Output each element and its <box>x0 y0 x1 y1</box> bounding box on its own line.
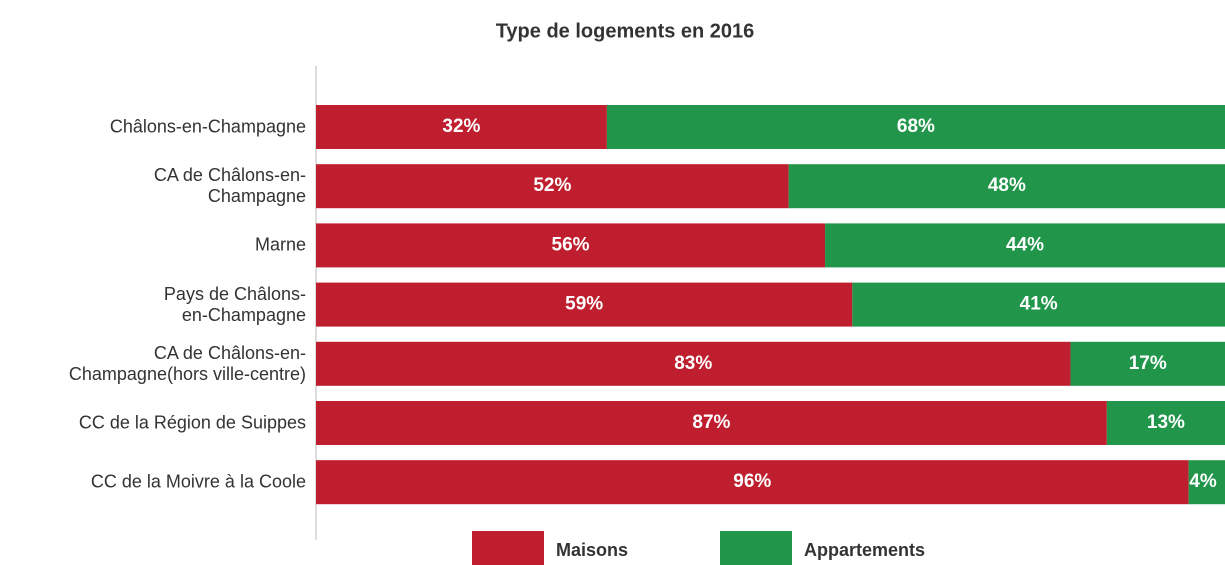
legend-label: Appartements <box>804 540 925 560</box>
category-label: Pays de Châlons- en-Champagne <box>163 283 306 325</box>
bar-segment <box>316 105 607 149</box>
category-label: CC de la Moivre à la Coole <box>90 471 306 492</box>
value-label: 59% <box>565 294 603 315</box>
chart-title: Type de logements en 2016 <box>496 20 755 42</box>
bar-segment <box>316 341 1071 386</box>
bar-segment <box>825 223 1225 268</box>
value-label: 52% <box>533 175 571 196</box>
bar-segment <box>852 282 1225 327</box>
category-label: CA de Châlons-en- Champagne(hors ville-c… <box>68 342 306 384</box>
bar-segment <box>1106 401 1225 445</box>
legend-label: Maisons <box>556 540 628 560</box>
category-label: CA de Châlons-en- Champagne <box>153 165 306 207</box>
value-label: 96% <box>733 471 771 492</box>
bar-segment <box>606 105 1225 149</box>
category-label: Marne <box>254 234 306 255</box>
value-label: 4% <box>1189 471 1217 492</box>
value-label: 56% <box>552 234 590 255</box>
value-label: 32% <box>442 116 480 137</box>
bar-segment <box>316 223 826 268</box>
value-label: 87% <box>692 412 730 433</box>
value-label: 41% <box>1020 294 1058 315</box>
value-label: 17% <box>1129 353 1167 374</box>
bar-segment <box>1070 341 1225 386</box>
category-label: Châlons-en-Champagne <box>109 116 306 137</box>
legend-swatch <box>472 531 544 565</box>
bar-segment <box>1188 460 1225 505</box>
bar-segment <box>316 164 789 209</box>
value-label: 13% <box>1147 412 1185 433</box>
value-label: 48% <box>988 175 1026 196</box>
value-label: 83% <box>674 353 712 374</box>
bar-segment <box>316 460 1189 505</box>
bar-segment <box>788 164 1225 209</box>
bar-segment <box>316 282 853 327</box>
bar-segment <box>316 401 1107 445</box>
value-label: 68% <box>897 116 935 137</box>
legend-swatch <box>720 531 792 565</box>
value-label: 44% <box>1006 234 1044 255</box>
category-label: CC de la Région de Suippes <box>78 412 306 433</box>
